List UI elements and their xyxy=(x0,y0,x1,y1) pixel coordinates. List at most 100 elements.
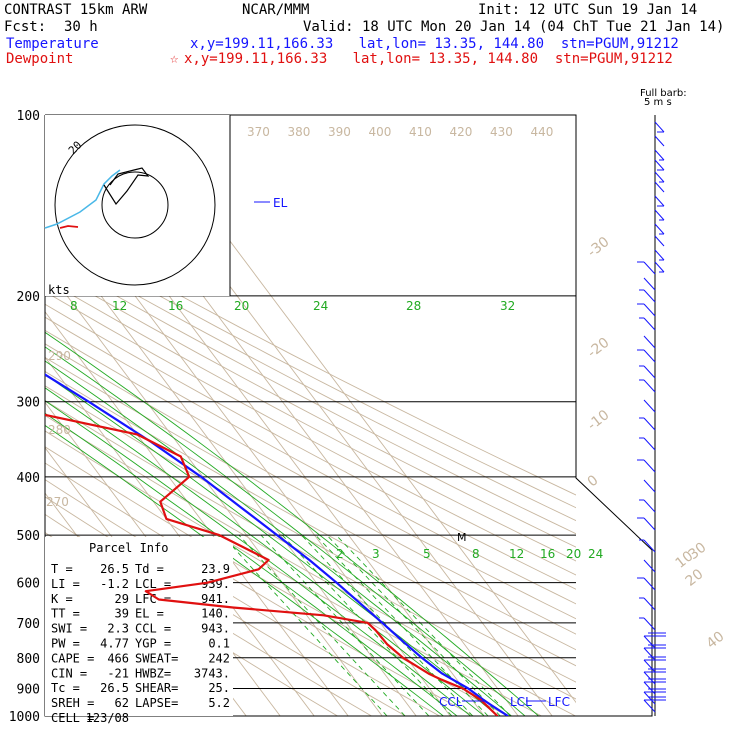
wind-barb xyxy=(643,696,666,713)
parcel-field-value: 242 xyxy=(208,651,230,665)
wind-barb xyxy=(654,249,665,261)
mixing-ratio-label: 24 xyxy=(588,547,603,561)
wind-barb xyxy=(643,644,666,661)
wind-barb xyxy=(639,317,656,331)
model-title: CONTRAST 15km ARW xyxy=(4,2,148,18)
parcel-field-value: 62 xyxy=(115,696,129,710)
parcel-field-label: YGP = xyxy=(135,637,171,651)
wind-barb xyxy=(637,303,656,317)
wind-barb xyxy=(654,149,665,161)
dry-adiabat-line xyxy=(45,329,576,620)
wind-barb-staff xyxy=(654,159,665,171)
sounding-traces xyxy=(45,373,509,716)
parcel-field-label: SHEAR= xyxy=(135,681,178,695)
wind-barb xyxy=(637,577,656,591)
theta-label: 430 xyxy=(490,125,513,139)
hodograph-units: kts xyxy=(48,283,70,297)
parcel-field-value: 3743. xyxy=(194,666,230,680)
wind-barb-staff xyxy=(643,459,656,473)
dry-adiabat-line xyxy=(45,303,576,590)
wind-barb-staff xyxy=(643,499,656,513)
diagram-labels: 1002003004005006007008009001000-80-70-60… xyxy=(9,109,728,725)
pressure-tick-label: 300 xyxy=(17,396,40,411)
theta-label: 270 xyxy=(46,495,69,509)
wind-barb-staff xyxy=(643,277,656,291)
dry-adiabat-line xyxy=(45,414,576,716)
wind-barb xyxy=(639,539,656,553)
wind-barb-staff xyxy=(643,517,656,531)
wind-barb-staff xyxy=(643,577,656,591)
wind-barb-staff xyxy=(643,289,656,303)
theta-label: 280 xyxy=(48,423,71,437)
wind-barb xyxy=(639,617,656,631)
wind-barb xyxy=(654,223,665,235)
wind-barb-staff xyxy=(643,559,656,573)
mixing-ratio-line xyxy=(238,534,406,716)
temperature-legend: Temperature xyxy=(6,36,99,52)
isotherm-label: -10 xyxy=(585,407,613,434)
parcel-field-label: HWBZ= xyxy=(135,666,171,680)
wind-barb-staff xyxy=(654,149,665,161)
pressure-tick-label: 1000 xyxy=(9,710,40,725)
wind-barb xyxy=(639,499,656,513)
wind-barb-staff xyxy=(643,659,656,673)
mixing-ratio-label: 20 xyxy=(566,547,581,561)
wind-barb-staff xyxy=(643,335,656,349)
dry-adiabat-line xyxy=(45,291,576,576)
parcel-field-value: 5.2 xyxy=(208,696,230,710)
theta-label: 390 xyxy=(328,125,351,139)
parcel-field-value: 25. xyxy=(208,681,230,695)
dry-adiabat-line xyxy=(45,266,576,548)
valid-time: Valid: 18 UTC Mon 20 Jan 14 (04 ChT Tue … xyxy=(303,19,725,35)
temperature-trace xyxy=(45,373,509,716)
parcel-field-value: 2.3 xyxy=(107,622,129,636)
mixing-ratio-label: 2 xyxy=(336,547,344,561)
theta-label: 410 xyxy=(409,125,432,139)
pressure-tick-label: 500 xyxy=(17,529,40,544)
forecast-hour: 30 h xyxy=(64,19,98,35)
wind-barb-staff xyxy=(643,303,656,317)
ccl-label: CCL xyxy=(439,695,463,709)
mixing-ratio-label: 8 xyxy=(70,299,78,313)
parcel-field-label: T = xyxy=(51,562,73,576)
parcel-field-label: Tc = xyxy=(51,681,80,695)
pressure-tick-label: 800 xyxy=(17,652,40,667)
wind-barb-staff xyxy=(643,379,656,393)
wind-barb xyxy=(643,656,666,673)
mixing-ratio-line xyxy=(221,534,388,716)
mixing-ratio-line xyxy=(281,534,453,716)
parcel-field-value: 123/08 xyxy=(86,711,129,725)
wind-barb-staff xyxy=(643,365,656,379)
mixing-ratio-label: 28 xyxy=(406,299,421,313)
parcel-field-label: SWEAT= xyxy=(135,651,178,665)
wind-barb xyxy=(639,437,656,451)
hodograph-line-lower xyxy=(44,169,121,229)
isotherm-label: 20 xyxy=(683,566,707,590)
wind-barb-staff xyxy=(654,235,665,247)
pressure-tick-label: 900 xyxy=(17,682,40,697)
wind-barb-staff xyxy=(654,171,665,183)
center-label: NCAR/MMM xyxy=(242,2,310,18)
barb-header-line2: 5 m s xyxy=(644,97,672,108)
mixing-ratio-label: 8 xyxy=(472,547,480,561)
wind-barb xyxy=(637,459,656,473)
dry-adiabat-line xyxy=(45,231,576,509)
theta-label: 420 xyxy=(450,125,473,139)
parcel-info-box: Parcel Info T = 26.5 Td = 23.9 LI = -1.2 LCL = 9… xyxy=(45,537,233,725)
dewpoint-legend: Dewpoint xyxy=(6,51,74,67)
mixing-ratio-label: 24 xyxy=(313,299,328,313)
wind-barb-staff xyxy=(643,691,656,705)
dry-adiabat-line xyxy=(45,254,576,535)
wind-barb xyxy=(654,195,665,207)
dry-adiabat-line xyxy=(45,242,576,522)
parcel-field-label: SWI = xyxy=(51,622,87,636)
dewpoint-star-icon: ☆ xyxy=(170,51,179,67)
pressure-tick-label: 100 xyxy=(17,109,40,124)
parcel-field-value: 0.1 xyxy=(208,637,230,651)
isotherm-line xyxy=(45,220,417,716)
wind-barb xyxy=(639,597,656,611)
wind-barb xyxy=(643,688,666,705)
wind-barb xyxy=(654,135,665,147)
parcel-field-label: PW = xyxy=(51,637,80,651)
wind-barb xyxy=(654,171,665,183)
